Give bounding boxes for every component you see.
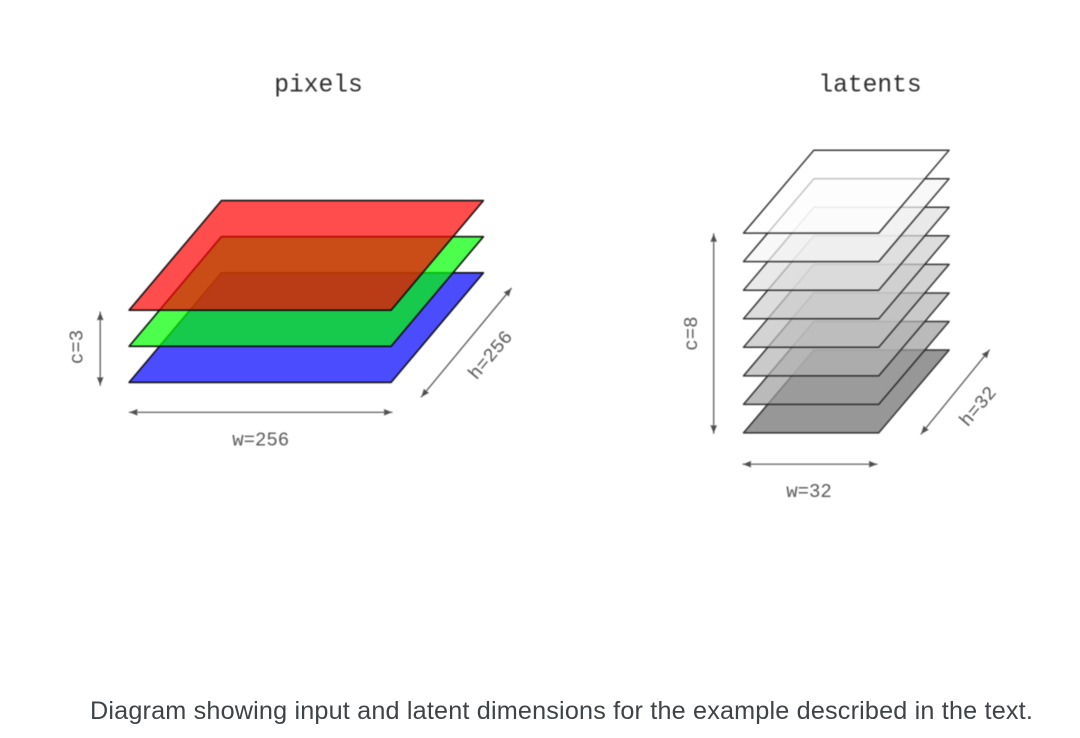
svg-text:c=8: c=8: [681, 316, 703, 350]
svg-text:w=256: w=256: [232, 430, 289, 452]
svg-text:latents: latents: [818, 73, 921, 100]
svg-text:c=3: c=3: [67, 330, 89, 364]
svg-text:pixels: pixels: [274, 73, 363, 100]
svg-text:h=32: h=32: [955, 382, 1001, 431]
svg-text:w=32: w=32: [786, 481, 832, 503]
